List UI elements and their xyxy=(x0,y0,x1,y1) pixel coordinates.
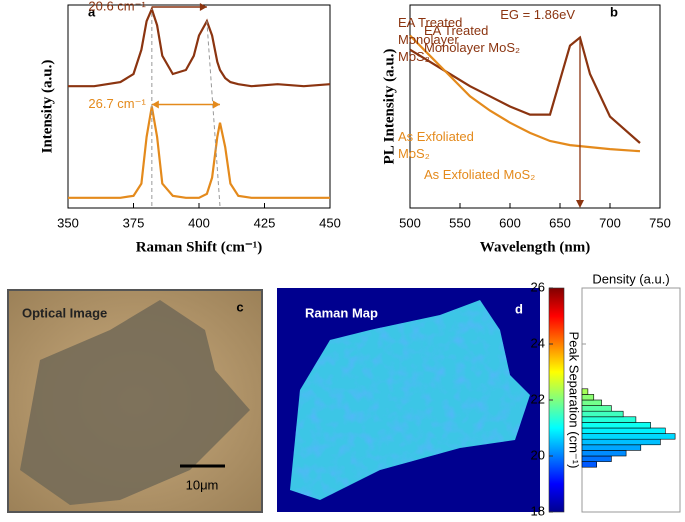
line-series xyxy=(409,34,641,153)
colorbar-label: Peak Separation (cm⁻¹) xyxy=(567,332,582,469)
line-series xyxy=(68,5,331,88)
histogram-title: Density (a.u.) xyxy=(592,271,669,286)
y-axis-label: PL Intensity (a.u.) xyxy=(381,49,397,165)
annotation: 26.7 cm⁻¹ xyxy=(88,96,146,111)
x-tick-label: 400 xyxy=(188,215,210,230)
colorbar-tick-label: 20 xyxy=(531,447,545,462)
histogram-bar xyxy=(581,422,651,429)
plot-frame xyxy=(409,4,661,209)
arrow-head xyxy=(151,100,159,109)
x-tick-label: 450 xyxy=(319,215,341,230)
histogram-bar xyxy=(581,444,642,451)
histogram-bar xyxy=(581,427,666,434)
colorbar-tick-label: 22 xyxy=(531,391,545,406)
guide-line xyxy=(206,21,221,207)
line-series xyxy=(68,106,330,199)
colorbar-tick-label: 26 xyxy=(531,279,545,294)
x-tick-label: 700 xyxy=(599,215,621,230)
histogram-bar xyxy=(581,388,589,395)
arrow-head xyxy=(576,200,584,208)
panel-label: a xyxy=(88,4,96,19)
histogram-bar xyxy=(581,416,637,423)
flake xyxy=(20,300,250,505)
series-label: EA Treated Monolayer MoS₂ xyxy=(424,23,521,55)
series-label: As Exfoliated MoS₂ xyxy=(424,167,536,182)
image-title: Optical Image xyxy=(22,305,107,320)
x-tick-label: 425 xyxy=(254,215,276,230)
y-axis-label: Intensity (a.u.) xyxy=(39,60,55,154)
annotation: 20.6 cm⁻¹ xyxy=(88,0,146,13)
x-tick-label: 600 xyxy=(499,215,521,230)
annotation: EG = 1.86eV xyxy=(500,7,575,22)
x-tick-label: 500 xyxy=(399,215,421,230)
histogram-bar xyxy=(581,450,627,457)
x-tick-label: 750 xyxy=(649,215,671,230)
x-tick-label: 650 xyxy=(549,215,571,230)
series-label: EA Treated Monolayer MoS₂ xyxy=(398,15,463,64)
colorbar-tick-label: 24 xyxy=(531,335,545,350)
scale-label: 10μm xyxy=(186,477,219,492)
histogram-bar xyxy=(581,399,602,406)
x-tick-label: 350 xyxy=(57,215,79,230)
x-axis-label: Raman Shift (cm⁻¹) xyxy=(136,239,263,255)
panel-label: d xyxy=(515,301,523,316)
map-texture xyxy=(290,300,530,500)
histogram-bar xyxy=(581,455,612,462)
series-label: As Exfoliated MoS₂ xyxy=(398,129,474,161)
arrow-head xyxy=(199,3,207,12)
histogram-bar xyxy=(581,410,624,418)
histogram-bar xyxy=(581,461,597,468)
histogram-bar xyxy=(581,405,612,412)
histogram-bar xyxy=(581,433,676,440)
colorbar-tick-label: 18 xyxy=(531,503,545,518)
histogram-bar xyxy=(581,438,661,446)
x-tick-label: 375 xyxy=(123,215,145,230)
line-series xyxy=(409,35,641,144)
panel-label: c xyxy=(236,299,243,314)
panel-label: b xyxy=(610,4,618,19)
x-axis-label: Wavelength (nm) xyxy=(480,239,590,255)
image-title: Raman Map xyxy=(305,305,378,320)
arrow-head xyxy=(212,100,220,109)
x-tick-label: 550 xyxy=(449,215,471,230)
histogram-bar xyxy=(581,394,595,401)
